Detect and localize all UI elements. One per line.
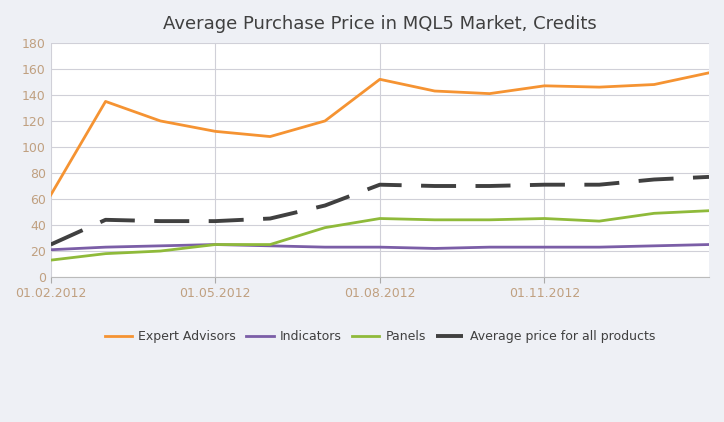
Expert Advisors xyxy=(430,89,439,94)
Panels xyxy=(101,251,110,256)
Expert Advisors xyxy=(704,70,713,76)
Average price for all products xyxy=(101,217,110,222)
Indicators xyxy=(101,245,110,250)
Average price for all products xyxy=(430,184,439,189)
Average price for all products xyxy=(211,219,219,224)
Indicators xyxy=(430,246,439,251)
Indicators xyxy=(485,245,494,250)
Panels xyxy=(595,219,604,224)
Panels xyxy=(156,249,165,254)
Panels xyxy=(46,257,55,262)
Panels xyxy=(266,242,274,247)
Indicators xyxy=(650,243,659,249)
Legend: Expert Advisors, Indicators, Panels, Average price for all products: Expert Advisors, Indicators, Panels, Ave… xyxy=(100,325,660,349)
Average price for all products xyxy=(485,184,494,189)
Indicators xyxy=(156,243,165,249)
Expert Advisors xyxy=(595,84,604,89)
Expert Advisors xyxy=(211,129,219,134)
Indicators xyxy=(376,245,384,250)
Indicators xyxy=(704,242,713,247)
Average price for all products xyxy=(595,182,604,187)
Panels xyxy=(321,225,329,230)
Indicators xyxy=(540,245,549,250)
Panels xyxy=(485,217,494,222)
Panels xyxy=(211,242,219,247)
Average price for all products xyxy=(46,242,55,247)
Average price for all products xyxy=(650,177,659,182)
Average price for all products xyxy=(540,182,549,187)
Expert Advisors xyxy=(46,192,55,197)
Expert Advisors xyxy=(156,119,165,124)
Title: Average Purchase Price in MQL5 Market, Credits: Average Purchase Price in MQL5 Market, C… xyxy=(163,15,597,33)
Panels xyxy=(704,208,713,213)
Expert Advisors xyxy=(485,91,494,96)
Expert Advisors xyxy=(540,83,549,88)
Average price for all products xyxy=(321,203,329,208)
Line: Indicators: Indicators xyxy=(51,244,709,250)
Expert Advisors xyxy=(101,99,110,104)
Average price for all products xyxy=(704,174,713,179)
Line: Panels: Panels xyxy=(51,211,709,260)
Indicators xyxy=(211,242,219,247)
Panels xyxy=(430,217,439,222)
Expert Advisors xyxy=(376,77,384,82)
Average price for all products xyxy=(376,182,384,187)
Expert Advisors xyxy=(321,119,329,124)
Line: Expert Advisors: Expert Advisors xyxy=(51,73,709,195)
Indicators xyxy=(266,243,274,249)
Average price for all products xyxy=(266,216,274,221)
Indicators xyxy=(46,247,55,252)
Average price for all products xyxy=(156,219,165,224)
Panels xyxy=(650,211,659,216)
Panels xyxy=(376,216,384,221)
Expert Advisors xyxy=(266,134,274,139)
Panels xyxy=(540,216,549,221)
Line: Average price for all products: Average price for all products xyxy=(51,177,709,244)
Indicators xyxy=(321,245,329,250)
Indicators xyxy=(595,245,604,250)
Expert Advisors xyxy=(650,82,659,87)
